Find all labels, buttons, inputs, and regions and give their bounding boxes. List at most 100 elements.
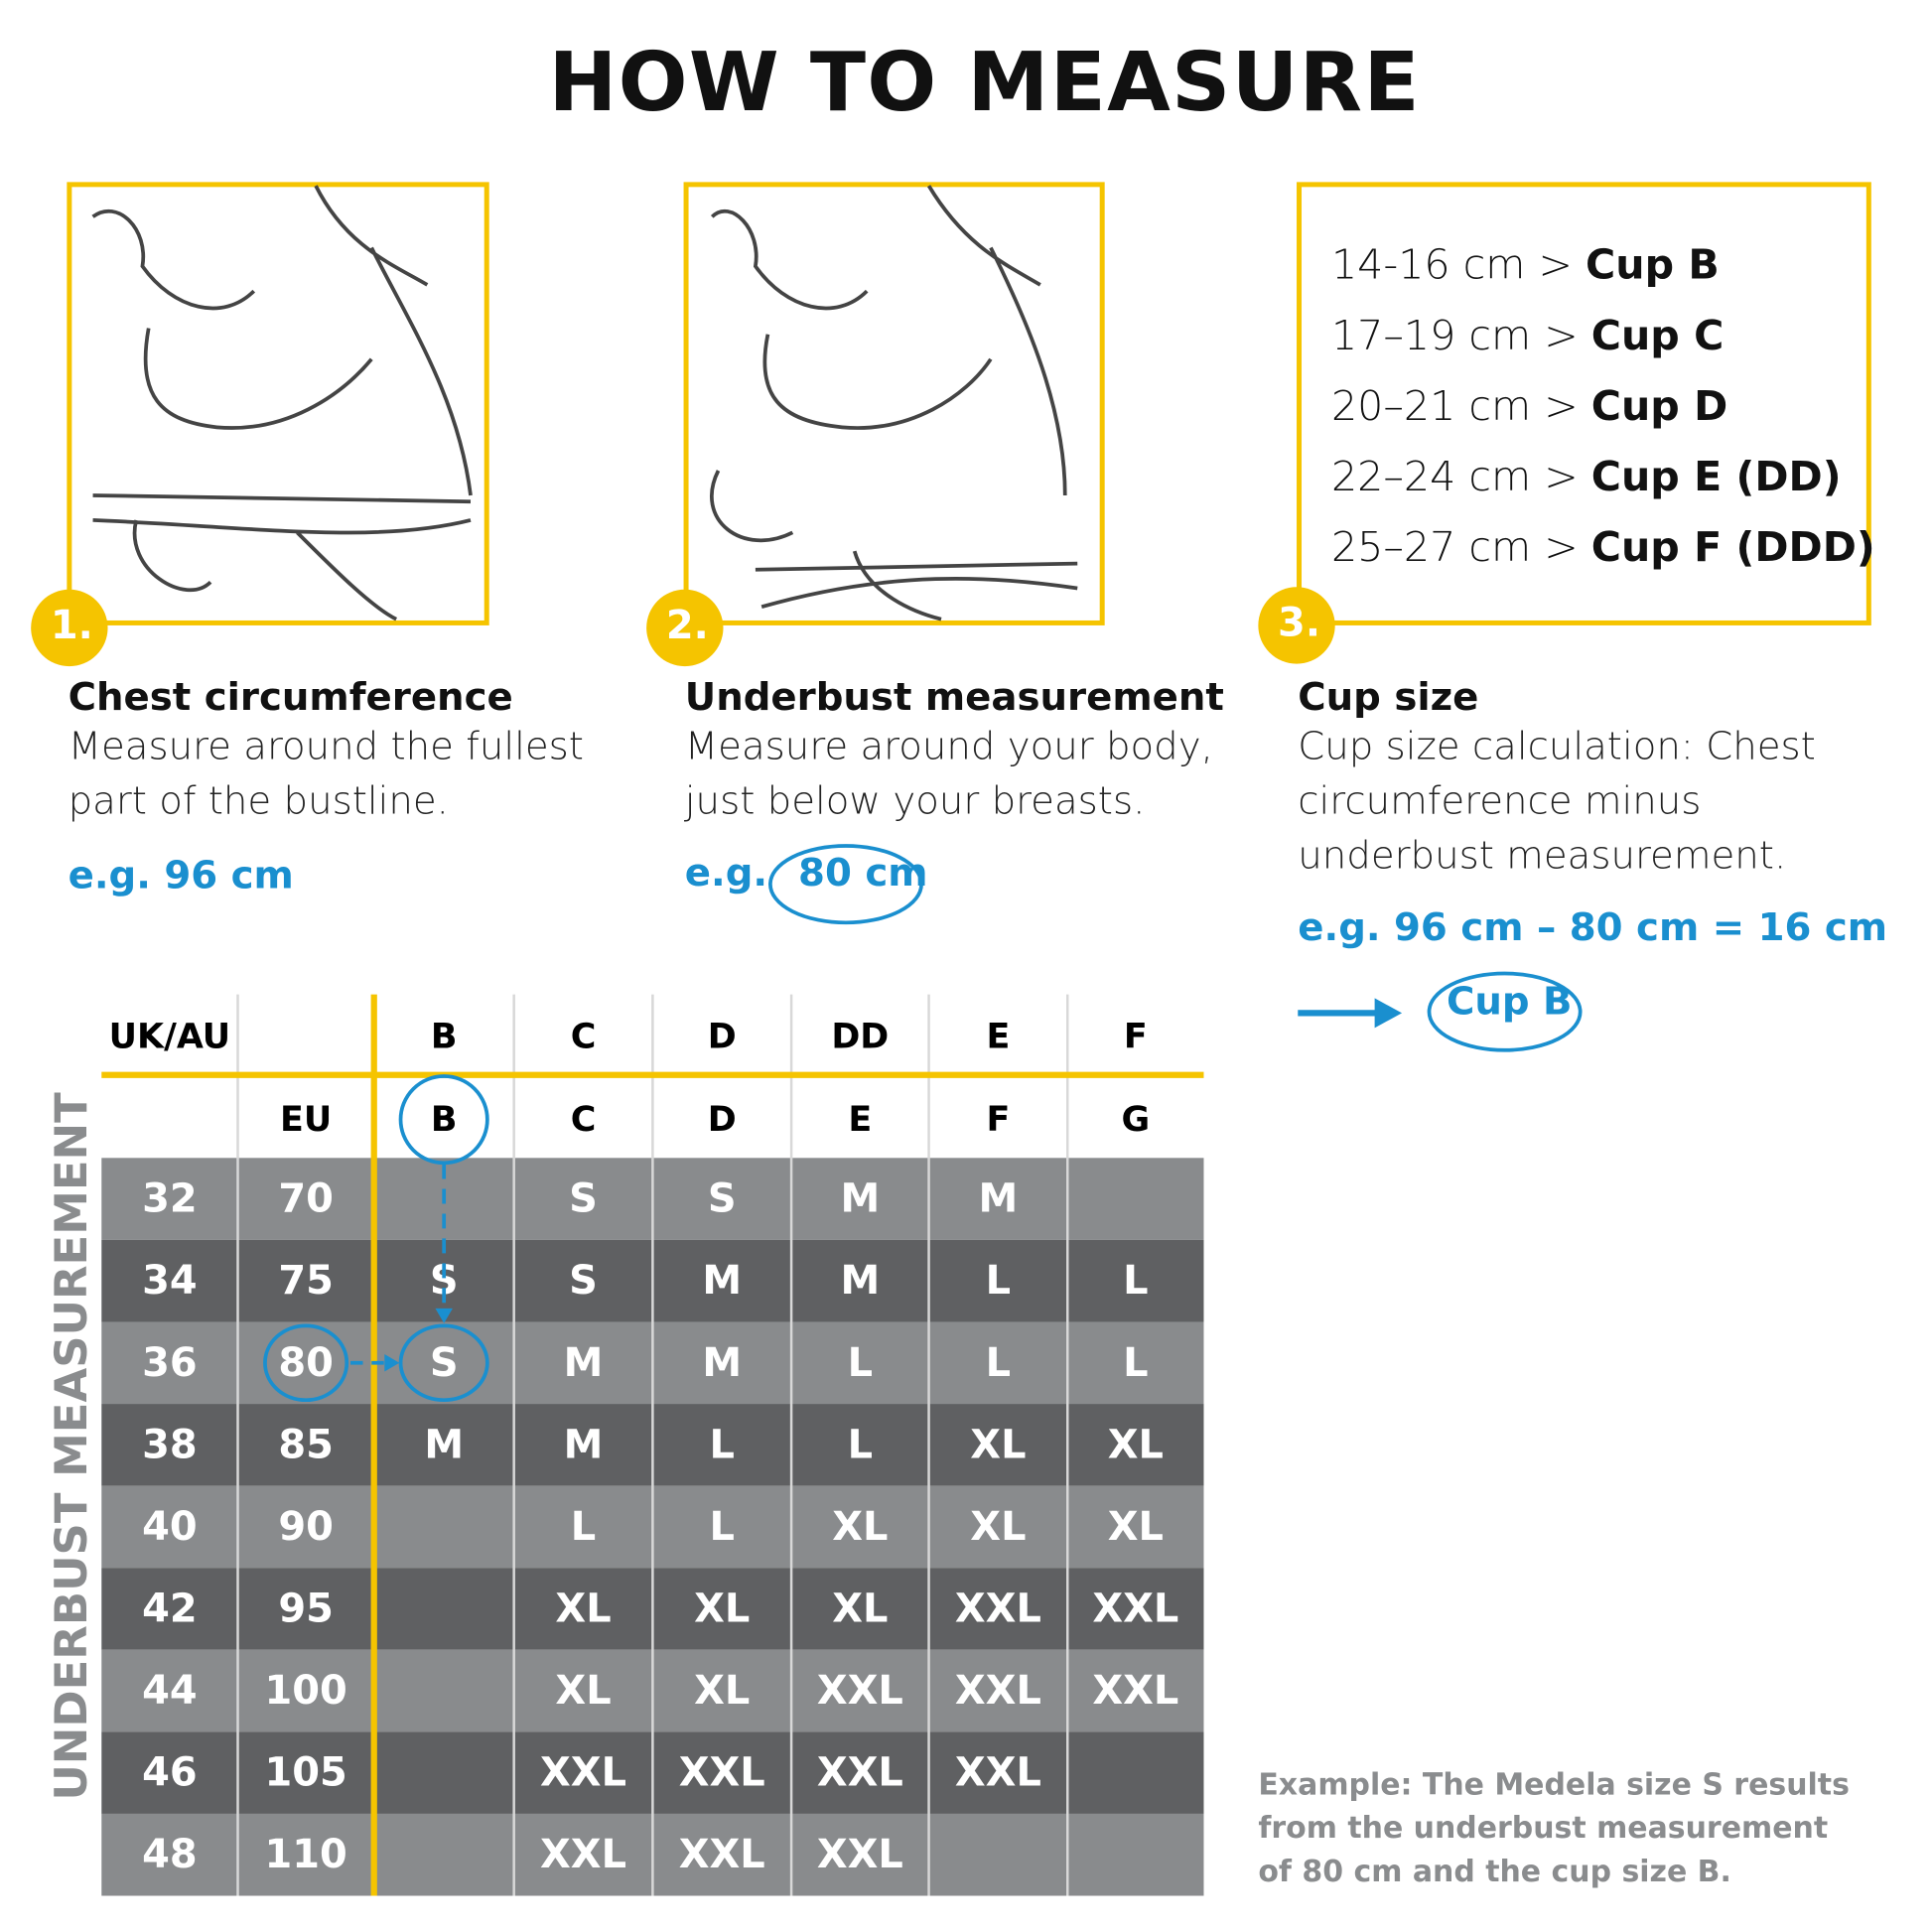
step-badges: 1. 2. 3. bbox=[31, 587, 1335, 667]
header-cell: D bbox=[708, 1017, 737, 1056]
step-number: 2. bbox=[666, 603, 709, 648]
page-title: HOW TO MEASURE bbox=[548, 34, 1421, 130]
size-cell: M bbox=[840, 1258, 880, 1304]
step-text: Cup size calculation: Chest circumferenc… bbox=[1298, 724, 1816, 879]
size-cell: M bbox=[424, 1422, 464, 1467]
size-cell: XL bbox=[694, 1668, 750, 1714]
header-cell: F bbox=[986, 1100, 1010, 1140]
cup-range: 22–24 cm > bbox=[1330, 452, 1579, 500]
cup-range: 22–24 cm > Cup E (DD) bbox=[1331, 441, 1875, 511]
highlight-circle bbox=[263, 1323, 349, 1403]
size-cell: XXL bbox=[817, 1750, 903, 1796]
cup-cup: Cup F (DDD) bbox=[1590, 522, 1875, 572]
size-cell: M bbox=[702, 1258, 742, 1304]
row-uk: 42 bbox=[142, 1586, 198, 1631]
highlight-circle bbox=[398, 1323, 489, 1403]
size-cell: XXL bbox=[1092, 1668, 1178, 1714]
size-cell: XL bbox=[970, 1422, 1026, 1467]
step: Cup size Cup size calculation: Chest cir… bbox=[1298, 675, 1904, 1025]
illustrations bbox=[91, 185, 1078, 621]
row-eu: 75 bbox=[278, 1258, 334, 1304]
size-cell: L bbox=[710, 1422, 735, 1467]
step-example: e.g. bbox=[684, 850, 768, 896]
cup-cup: Cup D bbox=[1590, 381, 1728, 430]
step-heading: Underbust measurement bbox=[684, 674, 1224, 720]
header-cell: C bbox=[571, 1017, 597, 1056]
row-eu: 80 bbox=[278, 1340, 334, 1386]
highlight-circle bbox=[1427, 971, 1583, 1052]
cup-cup: Cup C bbox=[1590, 311, 1725, 359]
cup-cup: Cup B bbox=[1586, 239, 1720, 289]
arrow-head bbox=[435, 1308, 453, 1323]
row-uk: 46 bbox=[142, 1750, 198, 1796]
cup-range: 25–27 cm > bbox=[1330, 522, 1579, 572]
size-cell: XXL bbox=[679, 1750, 765, 1796]
size-cell: XXL bbox=[817, 1832, 903, 1877]
highlight-circle bbox=[768, 844, 923, 925]
step-number: 3. bbox=[1278, 600, 1320, 645]
header-cell: EU bbox=[280, 1100, 332, 1140]
row-eu: 90 bbox=[278, 1504, 334, 1550]
highlight-circle bbox=[398, 1074, 489, 1166]
step-heading: Cup size bbox=[1298, 674, 1479, 720]
size-cell: L bbox=[848, 1422, 873, 1467]
size-cell: L bbox=[1123, 1340, 1148, 1386]
side-label: UNDERBUST MEASUREMENT bbox=[45, 1092, 97, 1801]
step-example: e.g. 96 cm – 80 cm = 16 cm bbox=[1298, 904, 1888, 950]
step-heading: Chest circumference bbox=[68, 674, 513, 720]
size-cell: XL bbox=[832, 1586, 888, 1631]
step-number: 1. bbox=[51, 603, 93, 648]
row-eu: 85 bbox=[278, 1422, 334, 1467]
row-uk: 32 bbox=[142, 1176, 198, 1222]
arrow-head bbox=[384, 1354, 400, 1372]
step-example: e.g. 96 cm bbox=[68, 853, 294, 898]
size-cell: L bbox=[571, 1504, 596, 1550]
size-cell: M bbox=[979, 1176, 1019, 1222]
size-cell: XL bbox=[1108, 1504, 1164, 1550]
header-cell: UK/AU bbox=[109, 1017, 230, 1056]
cup-range: 20–21 cm > bbox=[1330, 381, 1579, 430]
size-cell: S bbox=[430, 1340, 459, 1386]
arrow-head bbox=[1374, 998, 1403, 1029]
step-text: Measure around your body, just below you… bbox=[684, 724, 1213, 824]
header-cell: B bbox=[431, 1100, 458, 1140]
header-cell: B bbox=[431, 1017, 458, 1056]
size-cell: S bbox=[569, 1176, 598, 1222]
size-cell: L bbox=[1123, 1258, 1148, 1304]
size-cell: XL bbox=[555, 1586, 611, 1631]
size-cell: M bbox=[840, 1176, 880, 1222]
size-cell: XXL bbox=[679, 1832, 765, 1877]
frames bbox=[67, 182, 1871, 625]
cup-cup: Cup E (DD) bbox=[1590, 452, 1842, 500]
size-cell: XL bbox=[832, 1504, 888, 1550]
cup-range: 17–19 cm > bbox=[1330, 311, 1579, 359]
row-uk: 44 bbox=[142, 1668, 198, 1714]
size-cell: S bbox=[708, 1176, 737, 1222]
cup-range: 14-16 cm > Cup B bbox=[1331, 229, 1875, 300]
size-cell: XL bbox=[555, 1668, 611, 1714]
size-cell: XXL bbox=[1092, 1586, 1178, 1631]
size-cell: L bbox=[986, 1340, 1011, 1386]
step-example-value: 80 cm bbox=[798, 850, 928, 896]
size-cell: XXL bbox=[540, 1832, 626, 1877]
cup-range: 17–19 cm > Cup C bbox=[1331, 300, 1875, 370]
header-cell: DD bbox=[831, 1017, 889, 1056]
size-cell: XL bbox=[970, 1504, 1026, 1550]
row-uk: 34 bbox=[142, 1258, 198, 1304]
size-cell: L bbox=[710, 1504, 735, 1550]
cup-list: 14-16 cm > Cup B 17–19 cm > Cup C 20–21 cm… bbox=[1331, 229, 1875, 583]
size-cell: XL bbox=[1108, 1422, 1164, 1467]
cup-range: 20–21 cm > Cup D bbox=[1331, 370, 1875, 441]
row-eu: 95 bbox=[278, 1586, 334, 1631]
size-cell: XL bbox=[694, 1586, 750, 1631]
header-cell: E bbox=[986, 1017, 1010, 1056]
header-cell: E bbox=[848, 1100, 872, 1140]
example-note: Example: The Medela size S results from … bbox=[1258, 1767, 1850, 1889]
step-text: Measure around the fullest part of the b… bbox=[68, 724, 584, 824]
row-eu: 110 bbox=[264, 1832, 346, 1877]
row-uk: 38 bbox=[142, 1422, 198, 1467]
row-eu: 100 bbox=[264, 1668, 346, 1714]
